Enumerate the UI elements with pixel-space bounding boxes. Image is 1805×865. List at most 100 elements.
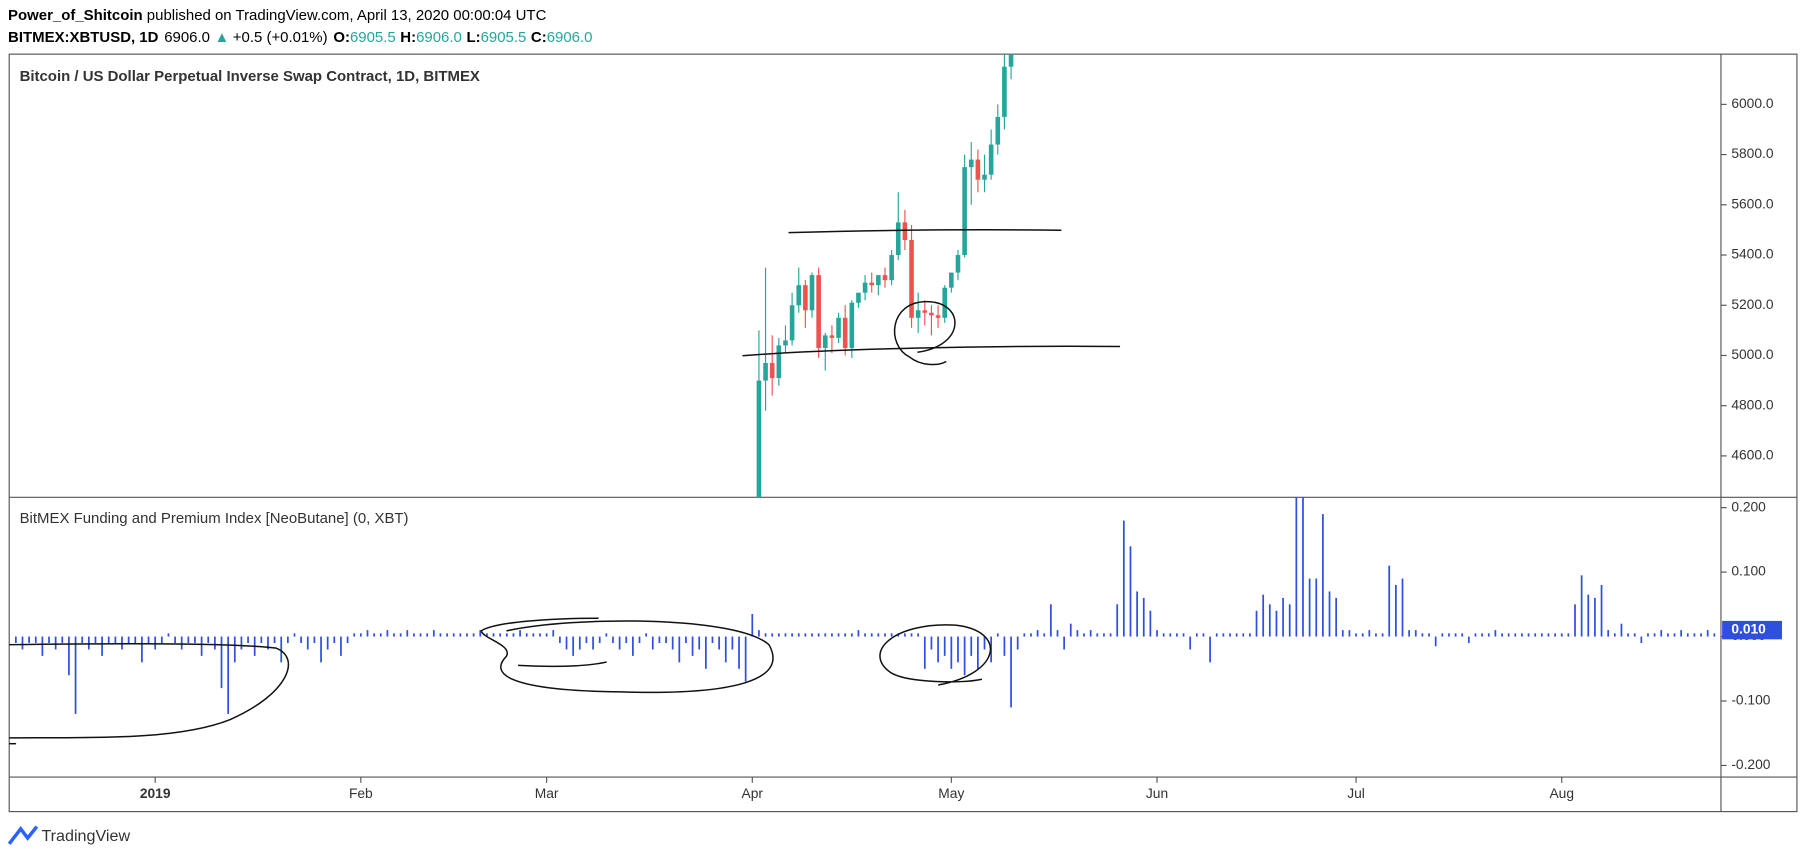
funding-bar — [711, 636, 714, 644]
funding-bar — [419, 633, 422, 637]
funding-bar — [174, 636, 176, 644]
funding-bar — [1607, 630, 1610, 637]
funding-bar — [665, 636, 667, 644]
funding-bar — [758, 630, 760, 637]
funding-bar — [1448, 633, 1450, 637]
funding-bar — [797, 633, 800, 637]
funding-bar — [1633, 633, 1636, 637]
drawn-circle — [893, 300, 956, 366]
funding-bar — [121, 636, 123, 650]
funding-bar — [970, 636, 973, 656]
funding-bar — [1335, 597, 1338, 637]
funding-bar — [744, 636, 747, 682]
funding-bar — [61, 636, 64, 644]
y-tick-label: 5600.0 — [1731, 195, 1774, 211]
funding-bar — [426, 633, 429, 637]
funding-bar — [1554, 633, 1556, 637]
candle-body — [842, 317, 848, 348]
funding-bar — [48, 636, 50, 644]
candle-body — [789, 305, 795, 341]
funding-bar — [446, 633, 448, 637]
last: 6906.0 — [164, 29, 210, 46]
funding-bar — [1189, 636, 1192, 650]
candle-body — [975, 159, 981, 180]
y-tick-label: 5000.0 — [1731, 346, 1774, 362]
candle-body — [902, 222, 908, 240]
funding-bar — [844, 633, 847, 637]
funding-bar — [824, 633, 827, 637]
funding-bar — [1395, 584, 1397, 637]
funding-bar — [373, 633, 375, 637]
author: Power_of_Shitcoin — [8, 7, 143, 24]
funding-bar — [857, 630, 860, 637]
candle-body — [922, 310, 928, 313]
funding-bar — [54, 636, 57, 650]
funding-bar — [1275, 610, 1278, 637]
funding-bar — [1600, 584, 1603, 637]
funding-bar — [439, 633, 442, 637]
funding-bar — [804, 633, 807, 637]
funding-bar — [1103, 633, 1105, 637]
x-tick-label: Jul — [1347, 785, 1365, 801]
funding-bar — [1003, 636, 1006, 656]
price-pane — [756, 54, 1014, 498]
y-tick-label: 4600.0 — [1731, 447, 1774, 463]
candle-body — [809, 275, 815, 311]
funding-bar — [1361, 633, 1364, 637]
funding-bar — [68, 636, 70, 676]
funding-bar — [1089, 630, 1092, 637]
funding-bar — [1713, 633, 1716, 637]
funding-bar — [1308, 578, 1311, 637]
funding-bar — [777, 633, 780, 637]
y-tick-label: 5800.0 — [1731, 145, 1774, 161]
funding-bar — [1408, 630, 1410, 637]
funding-bar — [340, 636, 342, 656]
funding-bar — [141, 636, 143, 663]
funding-bar — [678, 636, 681, 663]
funding-bar — [432, 630, 435, 637]
funding-bar — [1063, 636, 1065, 650]
funding-bar — [1580, 575, 1583, 637]
funding-bar — [1527, 633, 1530, 637]
funding-bar — [850, 633, 853, 637]
drawn-line — [788, 229, 1062, 234]
funding-bar — [1434, 636, 1437, 647]
funding-bar — [811, 633, 813, 637]
funding-bar — [1567, 633, 1570, 637]
funding-bar — [1322, 514, 1324, 637]
funding-bar — [1176, 633, 1178, 637]
candle-body — [988, 144, 994, 175]
candle-body — [942, 287, 948, 318]
candle-body — [829, 335, 835, 338]
funding-bar — [718, 636, 720, 650]
header-line-2: BITMEX:XBTUSD, 1D 6906.0 ▲ +0.5 (+0.01%) O:6… — [8, 29, 592, 46]
funding-bar — [625, 636, 628, 644]
funding-bar — [154, 636, 157, 650]
y-tick-label: 5400.0 — [1731, 246, 1774, 262]
funding-bar — [578, 636, 581, 650]
candle-body — [889, 255, 894, 281]
funding-bar — [532, 633, 535, 637]
candle-body — [929, 312, 934, 316]
funding-bar — [917, 633, 920, 637]
x-tick-label: Jun — [1146, 785, 1168, 801]
funding-bar — [492, 633, 495, 637]
funding-bar — [1056, 630, 1059, 637]
last-value-label: 0.010 — [1731, 621, 1766, 637]
funding-bar — [114, 636, 117, 644]
candle-body — [915, 310, 921, 318]
l-label: L: — [466, 29, 480, 46]
x-tick-label: Aug — [1549, 785, 1574, 801]
pane-title: Bitcoin / US Dollar Perpetual Inverse Sw… — [20, 68, 480, 85]
funding-bar — [366, 630, 369, 637]
funding-bar — [452, 633, 455, 637]
funding-bar — [512, 633, 515, 637]
funding-bar — [1282, 597, 1284, 637]
funding-bar — [240, 636, 243, 650]
o-label: O: — [333, 29, 350, 46]
funding-bar — [1574, 604, 1576, 637]
funding-bar — [127, 636, 130, 644]
funding-bar — [930, 636, 933, 650]
funding-bar — [21, 636, 24, 650]
candle-body — [836, 317, 841, 338]
